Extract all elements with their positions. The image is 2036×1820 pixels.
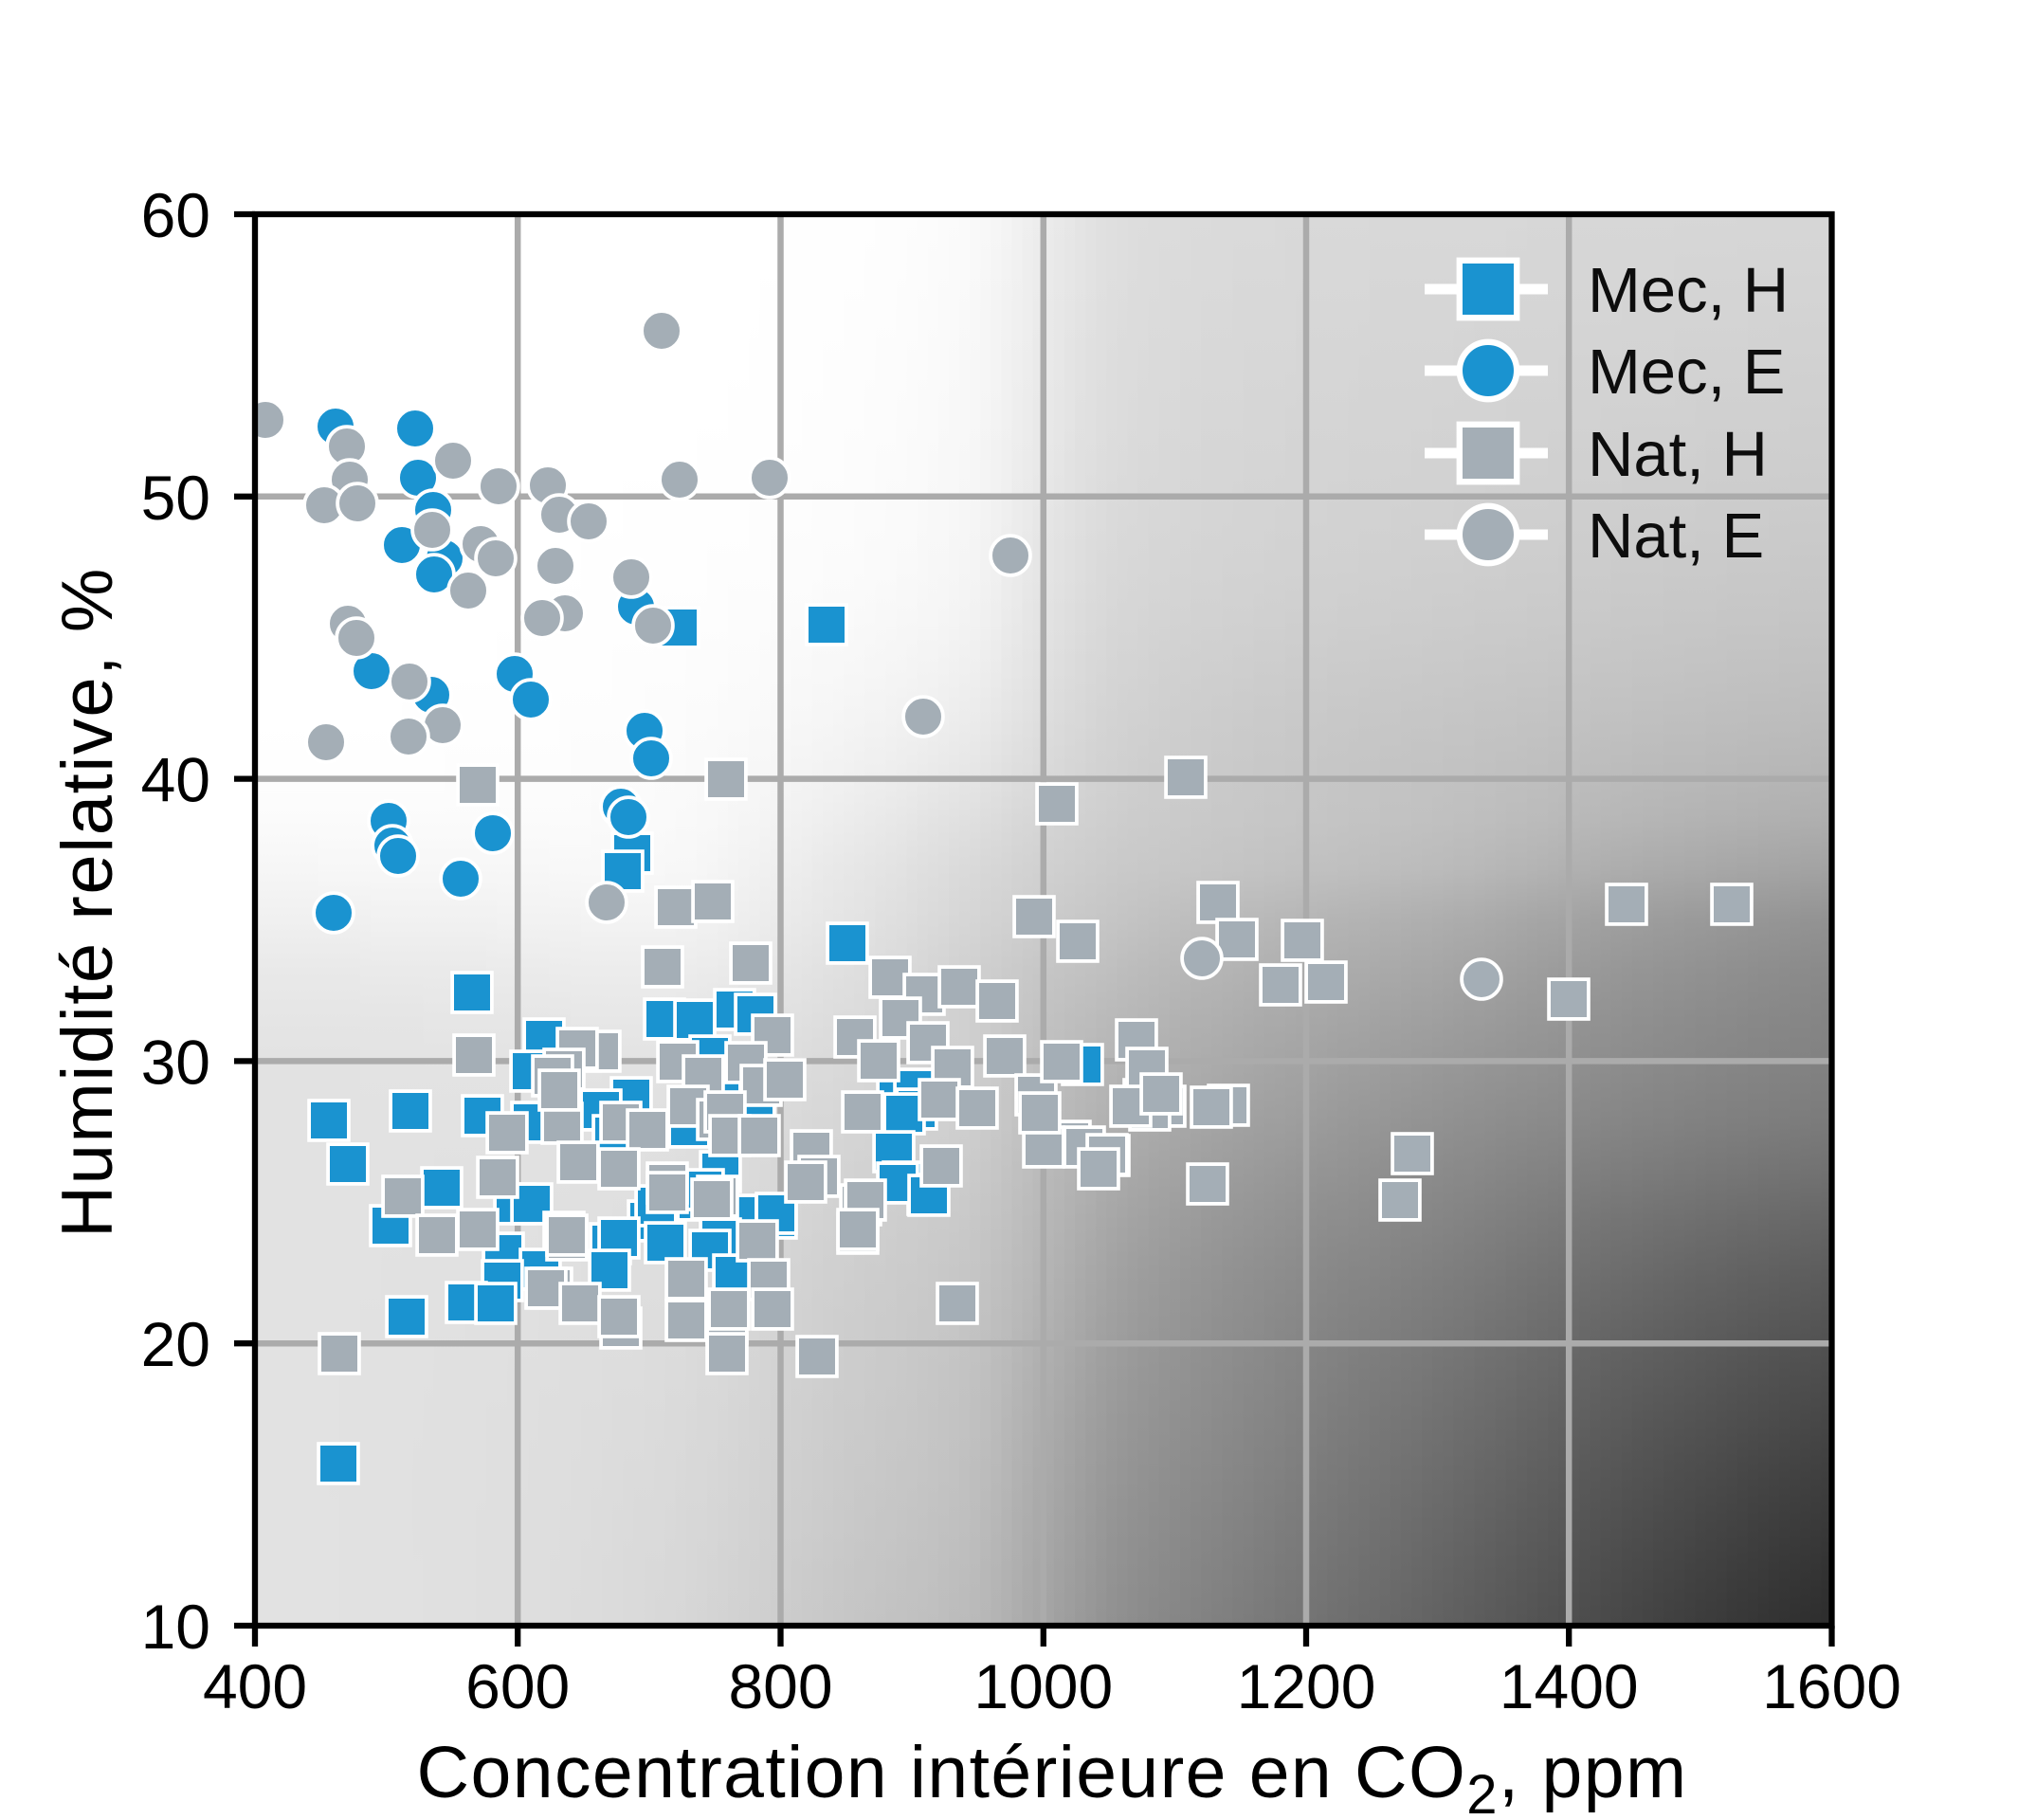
svg-text:40: 40 <box>141 745 210 815</box>
svg-text:Nat, H: Nat, H <box>1588 419 1768 490</box>
svg-text:Humidité relative, %: Humidité relative, % <box>47 567 128 1238</box>
svg-text:20: 20 <box>141 1309 210 1379</box>
svg-text:Mec, E: Mec, E <box>1588 337 1786 408</box>
svg-text:60: 60 <box>141 180 210 250</box>
svg-text:Concentration intérieure en CO: Concentration intérieure en CO2, ppm <box>417 1732 1688 1820</box>
svg-text:10: 10 <box>141 1592 210 1662</box>
svg-text:400: 400 <box>203 1651 307 1721</box>
svg-text:600: 600 <box>465 1651 570 1721</box>
svg-text:1400: 1400 <box>1500 1651 1639 1721</box>
svg-text:Nat, E: Nat, E <box>1588 500 1764 572</box>
svg-text:30: 30 <box>141 1027 210 1097</box>
svg-text:Mec, H: Mec, H <box>1588 255 1789 326</box>
svg-text:1200: 1200 <box>1237 1651 1376 1721</box>
svg-text:1000: 1000 <box>973 1651 1113 1721</box>
svg-text:50: 50 <box>141 463 210 533</box>
svg-text:1600: 1600 <box>1762 1651 1901 1721</box>
svg-text:800: 800 <box>728 1651 832 1721</box>
